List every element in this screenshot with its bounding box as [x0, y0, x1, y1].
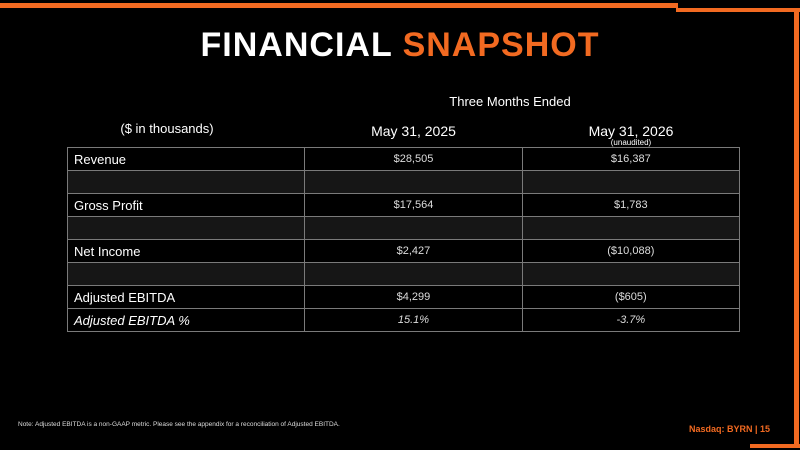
row: Revenue $28,505 $16,387	[66, 147, 741, 171]
top-border	[0, 3, 678, 8]
title: FINANCIAL SNAPSHOT	[0, 26, 800, 65]
cell: $1,783	[521, 193, 741, 217]
title-part: FINANCIAL	[200, 26, 393, 64]
cell: 15.1%	[304, 308, 523, 332]
spacer-row	[66, 262, 741, 286]
cell: $28,505	[304, 147, 523, 171]
cell: $4,299	[304, 285, 523, 309]
row: Adjusted EBITDA $4,299 ($605)	[66, 285, 741, 309]
row: Adjusted EBITDA % 15.1% -3.7%	[66, 308, 741, 332]
row-label: Adjusted EBITDA %	[66, 308, 306, 332]
right-border	[794, 8, 799, 448]
ticker: Nasdaq: BYRN | 15	[688, 424, 770, 434]
cell: ($10,088)	[521, 239, 741, 263]
row-label: Adjusted EBITDA	[66, 285, 306, 309]
unit-note: ($ in thousands)	[120, 121, 214, 136]
footnote: Note: Adjusted EBITDA is a non-GAAP metr…	[18, 421, 340, 428]
row: Gross Profit $17,564 $1,783	[66, 193, 741, 217]
cell: ($605)	[521, 285, 741, 309]
cell: $17,564	[304, 193, 523, 217]
cell: $16,387	[521, 147, 741, 171]
top-border-right	[676, 8, 800, 12]
cell: $2,427	[304, 239, 523, 263]
spacer-row	[66, 170, 741, 194]
column-header: May 31, 2025	[371, 123, 456, 139]
row: Net Income $2,427 ($10,088)	[66, 239, 741, 263]
row-label: Gross Profit	[66, 193, 306, 217]
column-header: May 31, 2026	[588, 123, 674, 139]
column-subheader: (unaudited)	[610, 138, 652, 147]
row-label: Net Income	[66, 239, 306, 263]
period-header: Three Months Ended	[449, 94, 571, 109]
cell: -3.7%	[521, 308, 741, 332]
spacer-row	[66, 216, 741, 240]
bottom-border	[750, 444, 800, 448]
financial-table: Revenue $28,505 $16,387 Gross Profit $17,56…	[66, 147, 741, 332]
row-label: Revenue	[66, 147, 306, 171]
title-part: SNAPSHOT	[402, 26, 600, 64]
